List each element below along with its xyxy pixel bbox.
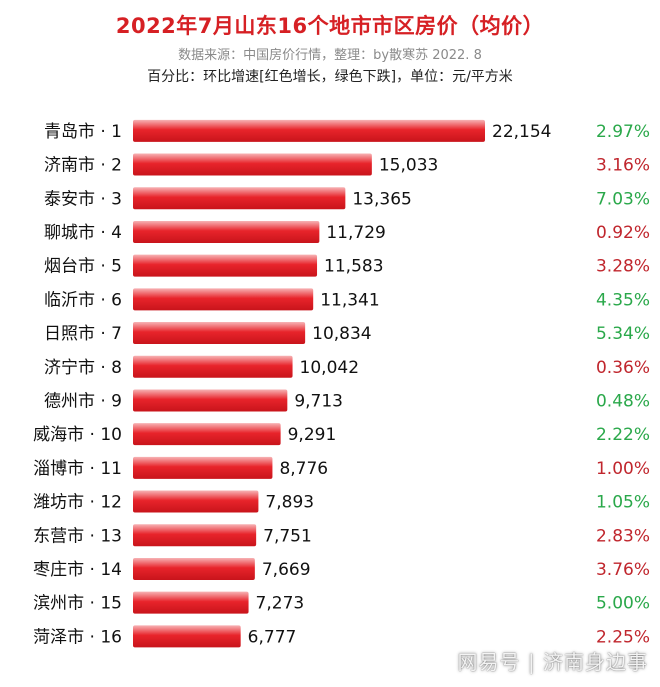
price-bar <box>133 220 320 243</box>
mom-change-label: 2.25% <box>596 627 650 647</box>
price-bar <box>133 557 255 580</box>
category-label: 青岛市 · 1 <box>44 122 122 142</box>
mom-change-label: 2.22% <box>596 425 650 445</box>
value-label: 10,042 <box>300 358 359 378</box>
price-bar <box>133 524 257 547</box>
value-label: 7,893 <box>265 493 314 513</box>
value-label: 11,729 <box>326 223 385 243</box>
category-label: 泰安市 · 3 <box>44 189 122 209</box>
mom-change-label: 7.03% <box>596 189 650 209</box>
mom-change-label: 0.92% <box>596 223 650 243</box>
category-label: 聊城市 · 4 <box>44 223 122 243</box>
price-bar <box>133 355 293 378</box>
price-bar <box>133 119 485 142</box>
price-bar <box>133 625 241 648</box>
value-label: 7,751 <box>263 526 312 546</box>
category-label: 烟台市 · 5 <box>44 257 122 277</box>
mom-change-label: 4.35% <box>596 290 650 310</box>
category-label: 滨州市 · 15 <box>33 594 122 614</box>
value-label: 11,341 <box>320 290 379 310</box>
value-label: 9,713 <box>294 391 343 411</box>
price-bar <box>133 153 372 176</box>
category-label: 潍坊市 · 12 <box>33 493 122 513</box>
category-label: 德州市 · 9 <box>44 391 122 411</box>
value-label: 15,033 <box>379 156 438 176</box>
chart-note: 百分比：环比增速[红色增长，绿色下跌]，单位：元/平方米 <box>147 69 513 85</box>
category-label: 济南市 · 2 <box>44 156 122 176</box>
mom-change-label: 1.00% <box>596 459 650 479</box>
price-bar <box>133 423 281 446</box>
watermark: 网易号 | 济南身边事 <box>457 650 648 674</box>
price-bar <box>133 322 306 345</box>
mom-change-label: 5.34% <box>596 324 650 344</box>
mom-change-label: 3.16% <box>596 156 650 176</box>
price-bar <box>133 389 288 412</box>
category-label: 淄博市 · 11 <box>33 459 122 479</box>
value-label: 7,669 <box>262 560 311 580</box>
price-bar <box>133 288 314 311</box>
mom-change-label: 1.05% <box>596 493 650 513</box>
category-label: 菏泽市 · 16 <box>33 627 122 647</box>
chart-title: 2022年7月山东16个地市市区房价（均价） <box>115 14 545 38</box>
value-label: 22,154 <box>492 122 551 142</box>
category-label: 临沂市 · 6 <box>44 290 122 310</box>
price-bar <box>133 490 259 513</box>
category-label: 日照市 · 7 <box>44 324 122 344</box>
price-bar <box>133 254 318 277</box>
mom-change-label: 5.00% <box>596 594 650 614</box>
mom-change-label: 3.76% <box>596 560 650 580</box>
value-label: 13,365 <box>352 189 411 209</box>
category-label: 枣庄市 · 14 <box>33 560 122 580</box>
value-label: 11,583 <box>324 257 383 277</box>
mom-change-label: 3.28% <box>596 257 650 277</box>
value-label: 6,777 <box>248 627 297 647</box>
value-label: 9,291 <box>288 425 337 445</box>
value-label: 7,273 <box>256 594 305 614</box>
category-label: 威海市 · 10 <box>33 425 122 445</box>
category-label: 东营市 · 13 <box>33 526 122 546</box>
price-bar <box>133 456 273 479</box>
value-label: 8,776 <box>279 459 328 479</box>
price-bar <box>133 591 249 614</box>
mom-change-label: 2.83% <box>596 526 650 546</box>
category-label: 济宁市 · 8 <box>44 358 122 378</box>
price-bar <box>133 187 346 210</box>
mom-change-label: 0.36% <box>596 358 650 378</box>
value-label: 10,834 <box>312 324 371 344</box>
mom-change-label: 0.48% <box>596 391 650 411</box>
chart-subtitle: 数据来源：中国房价行情，整理：by散寒苏 2022. 8 <box>178 48 482 63</box>
mom-change-label: 2.97% <box>596 122 650 142</box>
